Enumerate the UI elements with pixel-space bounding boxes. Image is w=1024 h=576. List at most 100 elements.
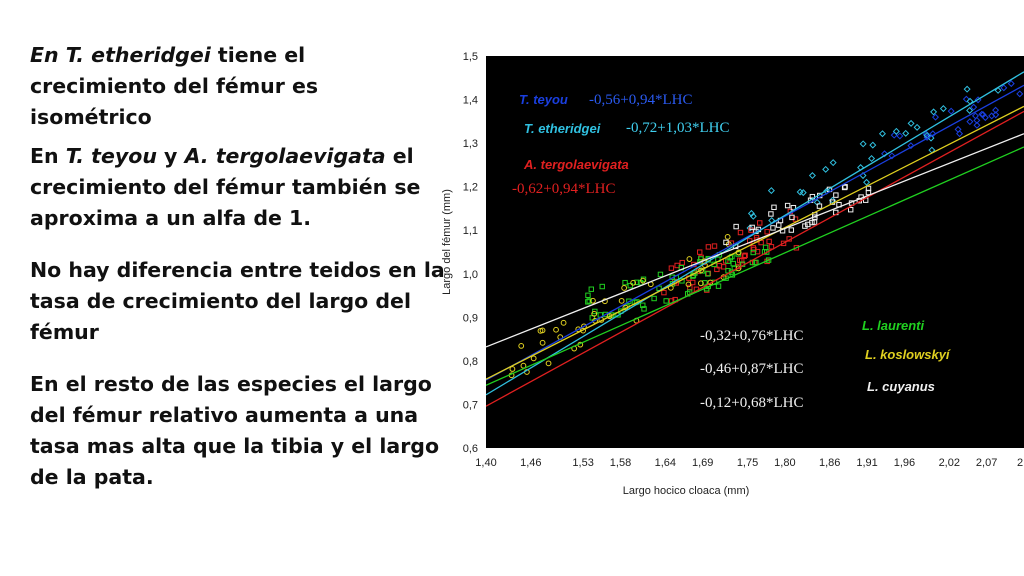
data-point [994, 86, 1002, 94]
legend-label-laurenti: L. laurenti [862, 318, 925, 333]
data-point [730, 260, 736, 267]
data-point [1007, 80, 1015, 88]
data-point [749, 224, 755, 231]
x-tick-label: 1,96 [894, 457, 915, 469]
data-point [863, 178, 871, 186]
x-tick-label: 1,64 [655, 457, 676, 469]
x-tick-label: 1,75 [737, 457, 758, 469]
data-point [728, 269, 735, 275]
data-point [588, 286, 594, 292]
data-point [765, 257, 772, 263]
data-point [793, 245, 800, 251]
equation-laurenti: -0,32+0,76*LHC [700, 328, 803, 344]
regression-line [486, 71, 1024, 396]
y-tick-label: 1,2 [463, 182, 478, 194]
data-point [913, 123, 921, 131]
data-point [981, 114, 989, 122]
data-point [764, 229, 770, 235]
data-point [705, 271, 711, 277]
data-point [963, 85, 971, 93]
data-point [749, 212, 757, 220]
data-point [698, 267, 704, 274]
data-point [641, 306, 647, 312]
y-tick-label: 1,4 [463, 95, 478, 107]
data-point [630, 279, 637, 286]
y-tick-label: 0,9 [463, 312, 478, 324]
data-point [618, 297, 625, 304]
x-tick-label: 1,91 [856, 457, 877, 469]
data-point [753, 259, 759, 266]
y-tick-label: 0,8 [463, 356, 478, 368]
data-point [973, 121, 981, 129]
data-point [802, 223, 808, 229]
paragraph-rest-species: En el resto de las especies el largo del… [30, 372, 440, 489]
data-point [685, 281, 692, 288]
data-point [1016, 90, 1024, 98]
data-point [530, 355, 537, 362]
data-point [560, 319, 567, 326]
data-point [808, 172, 816, 180]
paragraph-alpha: En T. teyou y A. tergolaevigata el creci… [30, 144, 421, 230]
data-point [738, 258, 745, 264]
regression-line [486, 105, 1024, 380]
data-point [746, 224, 754, 232]
equation-koslowskyi: -0,46+0,87*LHC [700, 361, 803, 377]
data-point [539, 327, 546, 334]
regression-line [486, 146, 1024, 386]
data-point [724, 233, 731, 240]
data-point [627, 282, 633, 289]
data-point [735, 265, 742, 272]
y-axis-label: Largo del fémur (mm) [441, 189, 453, 295]
data-point [640, 277, 646, 284]
data-point [606, 313, 613, 320]
data-point [591, 310, 598, 317]
x-tick-label: 2,02 [939, 457, 960, 469]
y-tick-label: 1,0 [463, 269, 478, 281]
data-point [789, 214, 795, 221]
data-point [553, 326, 559, 333]
x-tick-label: 1,86 [819, 457, 840, 469]
data-point [992, 106, 1000, 114]
data-point [771, 204, 777, 211]
x-tick-label: 1,40 [475, 457, 496, 469]
x-tick-label: 1,53 [572, 457, 593, 469]
data-point [657, 271, 664, 278]
slide-text: En T. etheridgei tiene el crecimiento de… [30, 40, 445, 501]
legend-label-cuyanus: L. cuyanus [867, 379, 935, 394]
data-point [878, 130, 886, 138]
data-point [816, 203, 823, 209]
data-point [829, 159, 837, 167]
y-tick-label: 0,6 [463, 443, 478, 455]
data-point [939, 105, 947, 113]
data-point [796, 188, 804, 196]
data-point [859, 140, 867, 148]
data-point [622, 279, 628, 286]
data-point [679, 259, 685, 266]
data-point [973, 116, 981, 124]
data-point [575, 326, 582, 333]
x-tick-label: 1,80 [774, 457, 795, 469]
data-point [865, 185, 872, 192]
y-tick-label: 1,1 [463, 225, 478, 237]
data-point [805, 221, 811, 228]
data-point [539, 339, 546, 346]
data-point [621, 285, 628, 291]
x-tick-label: 1,69 [692, 457, 713, 469]
data-point [962, 95, 970, 103]
data-point [931, 113, 940, 121]
scatter-chart: 0,6 0,7 0,8 0,9 1,0 1,1 1,2 1,3 1,4 1,5 1,40 1,46 1,… [441, 51, 1024, 497]
data-point [892, 127, 900, 135]
data-point [509, 366, 516, 372]
data-point [697, 249, 703, 255]
data-point [799, 189, 807, 197]
data-point [811, 219, 818, 225]
y-tick-label: 1,3 [463, 138, 478, 150]
data-point [663, 298, 669, 304]
x-axis-label: Largo hocico cloaca (mm) [623, 485, 750, 497]
equation-tergolaevigata: -0,62+0,94*LHC [512, 181, 615, 197]
data-point [907, 119, 915, 127]
data-point [788, 227, 795, 233]
equation-etheridgei: -0,72+1,03*LHC [626, 120, 729, 136]
data-point [585, 299, 591, 305]
data-point [586, 298, 592, 304]
